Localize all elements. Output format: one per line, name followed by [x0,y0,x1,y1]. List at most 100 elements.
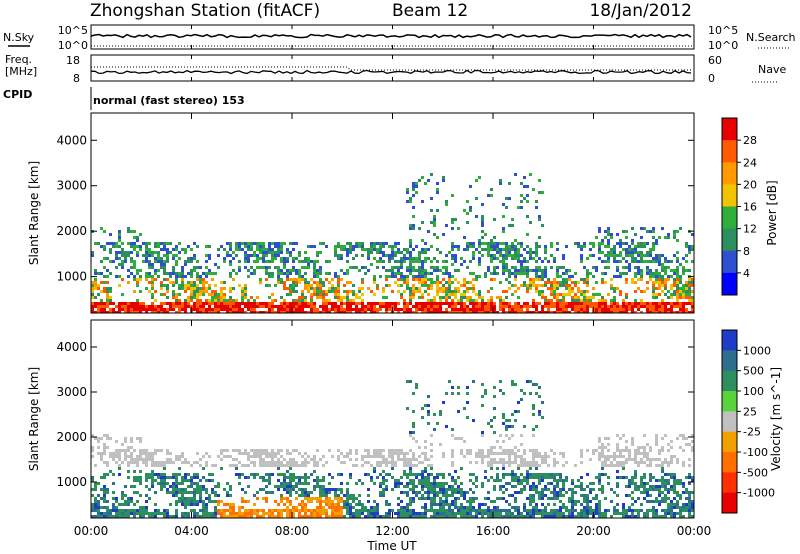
heatmap-cell [214,305,217,308]
heatmap-cell [607,266,610,269]
heatmap-cell [472,284,475,287]
heatmap-cell [586,509,589,512]
heatmap-cell [280,512,283,515]
heatmap-cell [343,455,346,458]
heatmap-cell [589,512,592,515]
heatmap-cell [640,272,643,275]
heatmap-cell [598,302,601,305]
heatmap-cell [550,242,553,245]
heatmap-cell [634,257,637,260]
heatmap-cell [202,311,205,313]
heatmap-cell [514,461,517,464]
heatmap-cell [178,302,181,305]
heatmap-cell [598,245,601,248]
heatmap-cell [451,491,454,494]
heatmap-cell [475,512,478,515]
heatmap-cell [91,494,94,497]
heatmap-cell [97,284,100,287]
heatmap-cell [166,257,169,260]
heatmap-cell [580,293,583,296]
heatmap-cell [412,290,415,293]
heatmap-cell [601,449,604,452]
heatmap-cell [514,446,517,449]
heatmap-cell [352,266,355,269]
heatmap-cell [94,482,97,485]
heatmap-cell [514,383,517,386]
heatmap-cell [304,494,307,497]
heatmap-cell [421,482,424,485]
heatmap-cell [214,296,217,299]
heatmap-cell [652,308,655,311]
heatmap-cell [346,251,349,254]
heatmap-cell [475,293,478,296]
heatmap-cell [526,512,529,515]
heatmap-cell [535,302,538,305]
heatmap-cell [490,467,493,470]
heatmap-cell [613,302,616,305]
heatmap-cell [622,434,625,437]
heatmap-cell [115,275,118,278]
heatmap-cell [436,305,439,308]
colorbar-tick-label: 28 [743,134,757,147]
heatmap-cell [523,260,526,263]
heatmap-cell [193,509,196,512]
heatmap-cell [274,500,277,503]
heatmap-cell [343,515,346,518]
heatmap-cell [601,272,604,275]
heatmap-cell [103,452,106,455]
heatmap-cell [361,509,364,512]
heatmap-cell [412,482,415,485]
heatmap-cell [652,302,655,305]
heatmap-cell [463,260,466,263]
heatmap-cell [145,251,148,254]
heatmap-cell [250,296,253,299]
heatmap-cell [658,311,661,313]
heatmap-cell [271,242,274,245]
heatmap-cell [274,455,277,458]
heatmap-cell [613,257,616,260]
heatmap-cell [274,311,277,313]
heatmap-cell [187,296,190,299]
heatmap-cell [445,254,448,257]
heatmap-cell [541,491,544,494]
heatmap-cell [589,509,592,512]
heatmap-cell [451,392,454,395]
heatmap-cell [382,479,385,482]
heatmap-cell [610,488,613,491]
heatmap-cell [253,464,256,467]
heatmap-cell [523,311,526,313]
heatmap-cell [625,449,628,452]
heatmap-cell [295,242,298,245]
heatmap-cell [628,452,631,455]
heatmap-cell [304,284,307,287]
heatmap-cell [163,485,166,488]
heatmap-cell [514,515,517,518]
heatmap-cell [598,503,601,506]
heatmap-cell [292,305,295,308]
freq-series [90,69,692,75]
heatmap-cell [481,515,484,518]
heatmap-cell [502,467,505,470]
heatmap-cell [445,272,448,275]
heatmap-cell [301,494,304,497]
heatmap-cell [643,446,646,449]
heatmap-cell [250,473,253,476]
heatmap-cell [163,269,166,272]
heatmap-cell [109,437,112,440]
heatmap-cell [502,311,505,313]
heatmap-cell [268,272,271,275]
heatmap-cell [568,275,571,278]
heatmap-cell [157,473,160,476]
heatmap-cell [397,272,400,275]
heatmap-cell [622,509,625,512]
heatmap-cell [292,290,295,293]
heatmap-cell [151,296,154,299]
heatmap-cell [640,299,643,302]
heatmap-cell [655,305,658,308]
heatmap-cell [574,509,577,512]
heatmap-cell [139,245,142,248]
heatmap-cell [142,515,145,518]
heatmap-cell [334,272,337,275]
heatmap-cell [409,251,412,254]
heatmap-cell [355,296,358,299]
